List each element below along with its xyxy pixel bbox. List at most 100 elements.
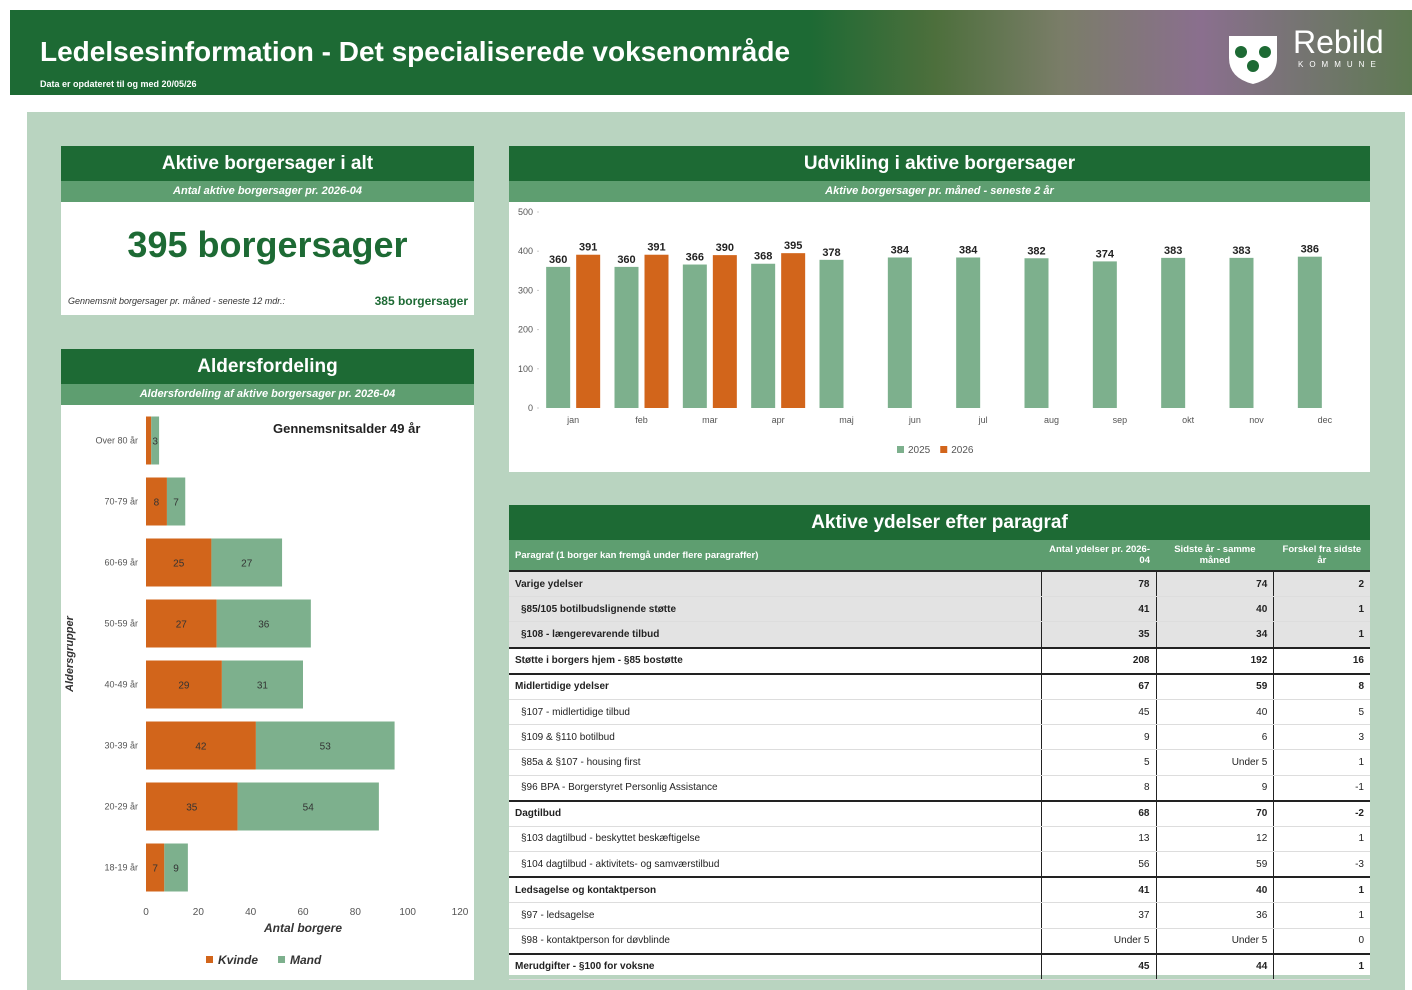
data-label: 9 xyxy=(173,864,179,875)
row-label: Varige ydelser xyxy=(509,571,1041,597)
data-label: 7 xyxy=(152,864,158,875)
age-panel: Aldersfordeling Aldersfordeling af aktiv… xyxy=(61,349,474,980)
table-panel: Aktive ydelser efter paragraf Paragraf (… xyxy=(509,505,1370,975)
data-label: 378 xyxy=(822,247,840,259)
x-tick-label: sep xyxy=(1113,415,1128,425)
cell-value: 40 xyxy=(1156,877,1274,903)
bar xyxy=(1025,258,1049,408)
x-tick-label: feb xyxy=(635,415,648,425)
data-label: 384 xyxy=(959,244,978,256)
annotation: Gennemsnitsalder 49 år xyxy=(273,421,420,436)
data-label: 383 xyxy=(1164,245,1182,257)
data-label: 36 xyxy=(258,620,270,631)
cell-value: 1 xyxy=(1274,597,1370,622)
data-label: 54 xyxy=(303,803,315,814)
x-tick-label: dec xyxy=(1318,415,1333,425)
legend-label: Mand xyxy=(290,953,322,967)
row-label: Støtte i borgers hjem - §85 bostøtte xyxy=(509,648,1041,674)
table-row: §98 - kontaktperson for døvblindeUnder 5… xyxy=(509,928,1370,954)
cell-value: 9 xyxy=(1041,725,1156,750)
x-tick-label: okt xyxy=(1182,415,1195,425)
data-label: 383 xyxy=(1232,245,1250,257)
data-label: 360 xyxy=(549,254,567,266)
data-label: 368 xyxy=(754,251,772,263)
row-label: §103 dagtilbud - beskyttet beskæftigelse xyxy=(509,826,1041,851)
bar xyxy=(713,255,737,408)
y-tick-label: 18-19 år xyxy=(104,863,138,873)
bar xyxy=(781,253,805,408)
column-header: Paragraf (1 borger kan fremgå under fler… xyxy=(509,540,1041,571)
bar xyxy=(888,257,912,408)
x-tick-label: 80 xyxy=(350,907,362,918)
cell-value: Under 5 xyxy=(1156,750,1274,775)
data-label: 27 xyxy=(241,559,253,570)
cell-value: 6 xyxy=(1156,725,1274,750)
x-tick-label: mar xyxy=(702,415,718,425)
x-tick-label: aug xyxy=(1044,415,1059,425)
panel-subtitle: Aktive borgersager pr. måned - seneste 2… xyxy=(509,181,1370,202)
legend-swatch xyxy=(897,446,904,453)
cell-value: 74 xyxy=(1156,571,1274,597)
cell-value: 41 xyxy=(1041,877,1156,903)
cell-value: 40 xyxy=(1156,597,1274,622)
row-label: §104 dagtilbud - aktivitets- og samværst… xyxy=(509,852,1041,878)
header-row: Paragraf (1 borger kan fremgå under fler… xyxy=(509,540,1370,571)
cell-value: 0 xyxy=(1274,928,1370,954)
logo-icon xyxy=(1225,28,1281,86)
table-row: §107 - midlertidige tilbud45405 xyxy=(509,699,1370,724)
cell-value: 1 xyxy=(1274,826,1370,851)
cell-value: 45 xyxy=(1041,699,1156,724)
cell-value: 56 xyxy=(1041,852,1156,878)
bar xyxy=(683,265,707,408)
cell-value: 1 xyxy=(1274,877,1370,903)
bar xyxy=(1093,261,1117,408)
data-label: 391 xyxy=(579,242,597,254)
cell-value: 59 xyxy=(1156,674,1274,700)
data-label: 395 xyxy=(784,240,802,252)
bar xyxy=(956,257,980,408)
cell-value: 68 xyxy=(1041,801,1156,827)
cell-value: 59 xyxy=(1156,852,1274,878)
legend-label: Kvinde xyxy=(218,953,258,967)
data-label: 384 xyxy=(891,244,910,256)
row-label: §98 - kontaktperson for døvblinde xyxy=(509,928,1041,954)
row-label: §108 - længerevarende tilbud xyxy=(509,622,1041,648)
cell-value: 1 xyxy=(1274,622,1370,648)
y-tick-label: 100 xyxy=(518,364,533,374)
trend-panel: Udvikling i aktive borgersager Aktive bo… xyxy=(509,146,1370,472)
data-label: 8 xyxy=(154,498,160,509)
panel-title: Udvikling i aktive borgersager xyxy=(509,146,1370,181)
cell-value: -2 xyxy=(1274,801,1370,827)
bar xyxy=(615,267,639,408)
x-tick-label: 120 xyxy=(452,907,469,918)
panel-title: Aktive borgersager i alt xyxy=(61,146,474,181)
x-tick-label: 100 xyxy=(399,907,416,918)
cell-value: -3 xyxy=(1274,852,1370,878)
x-tick-label: jan xyxy=(566,415,579,425)
cell-value: 1 xyxy=(1274,750,1370,775)
trend-chart: 0100200300400500jan360391feb360391mar366… xyxy=(509,202,1370,472)
cell-value: 5 xyxy=(1041,750,1156,775)
legend-swatch xyxy=(940,446,947,453)
cell-value: 40 xyxy=(1156,699,1274,724)
legend-swatch xyxy=(206,956,213,963)
column-header: Antal ydelser pr. 2026-04 xyxy=(1041,540,1156,571)
cell-value: Under 5 xyxy=(1041,928,1156,954)
cell-value: Under 5 xyxy=(1156,928,1274,954)
y-tick-label: 40-49 år xyxy=(104,680,138,690)
y-tick-label: 200 xyxy=(518,325,533,335)
cell-value: 37 xyxy=(1041,903,1156,928)
data-label: 374 xyxy=(1096,248,1115,260)
bar-segment xyxy=(146,417,151,465)
data-label: 391 xyxy=(647,242,665,254)
row-label: §109 & §110 botilbud xyxy=(509,725,1041,750)
table-row: §104 dagtilbud - aktivitets- og samværst… xyxy=(509,852,1370,878)
x-tick-label: jul xyxy=(978,415,988,425)
data-label: 390 xyxy=(716,242,734,254)
